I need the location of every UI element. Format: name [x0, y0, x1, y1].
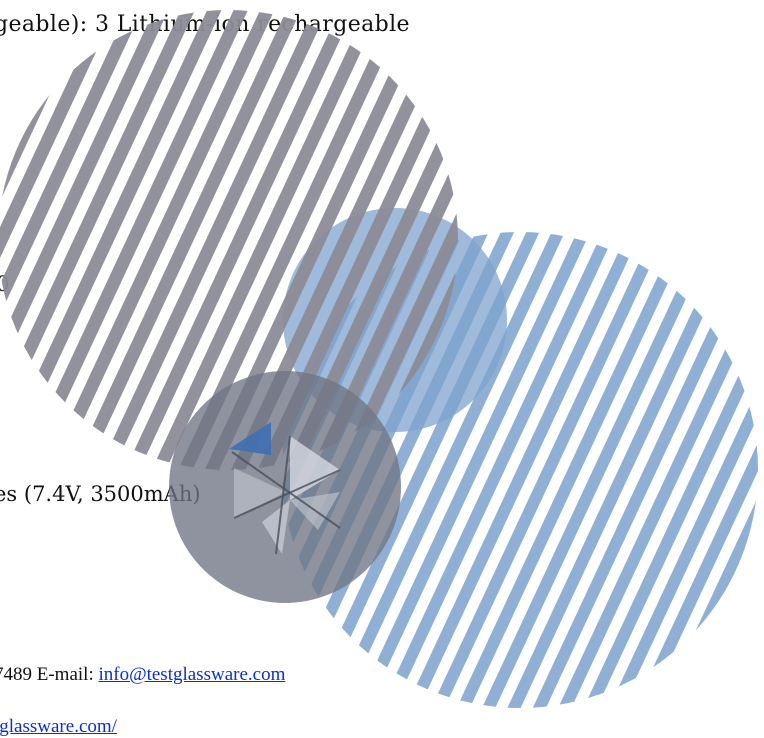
- website-link[interactable]: tglassware.com/: [0, 716, 117, 737]
- battery-heading-text: 3 Lithium-ion rechargeable: [94, 12, 410, 37]
- center-emblem-icon: [229, 422, 341, 555]
- number-fragment: 0: [0, 272, 10, 296]
- battery-spec-line: es (7.4V, 3500mAh): [0, 482, 201, 506]
- email-link[interactable]: info@testglassware.com: [98, 664, 286, 685]
- phone-fragment: 7489 E-mail:: [0, 664, 99, 685]
- battery-heading-prefix: geable):: [0, 12, 88, 37]
- battery-heading-line: geable): 3 Lithium-ion rechargeable: [0, 12, 410, 37]
- blue-disc: [283, 208, 507, 432]
- center-disc: [169, 371, 401, 603]
- contact-line: 7489 E-mail: info@testglassware.com: [0, 664, 285, 686]
- blue-striped-circle: [282, 232, 758, 708]
- dark-striped-circle: [0, 10, 458, 470]
- website-line: tglassware.com/: [0, 716, 117, 738]
